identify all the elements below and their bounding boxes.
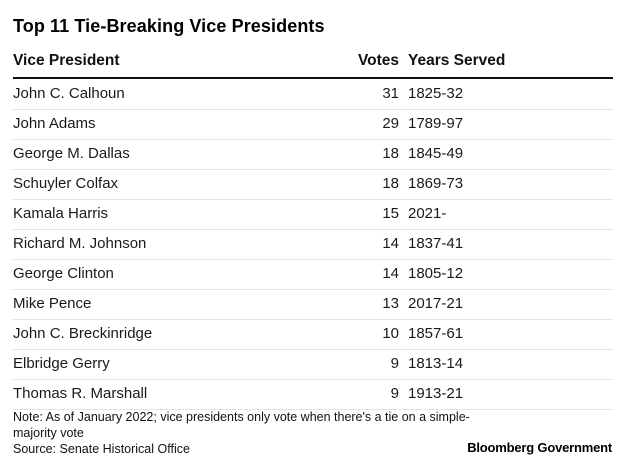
cell-vice-president: John C. Calhoun: [13, 85, 125, 102]
cell-years-served: 1845-49: [408, 145, 464, 162]
cell-vice-president: George Clinton: [13, 265, 114, 282]
cell-vice-president: Elbridge Gerry: [13, 355, 110, 372]
cell-votes: 13: [382, 295, 399, 312]
cell-votes: 15: [382, 205, 399, 222]
footnote: Note: As of January 2022; vice president…: [13, 410, 470, 440]
table-row: Mike Pence 13 2017-21: [13, 290, 613, 320]
table-row: John Adams 29 1789-97: [13, 110, 613, 140]
header-rule: [13, 77, 613, 79]
table-row: Kamala Harris 15 2021-: [13, 200, 613, 230]
table-row: Elbridge Gerry 9 1813-14: [13, 350, 613, 380]
cell-votes: 9: [390, 385, 399, 402]
cell-years-served: 1857-61: [408, 325, 464, 342]
cell-votes: 9: [390, 355, 399, 372]
chart-title: Top 11 Tie-Breaking Vice Presidents: [13, 16, 325, 36]
source-line: Source: Senate Historical Office: [13, 442, 190, 456]
cell-vice-president: George M. Dallas: [13, 145, 130, 162]
cell-years-served: 2021-: [408, 205, 447, 222]
cell-votes: 29: [382, 115, 399, 132]
cell-votes: 10: [382, 325, 399, 342]
table-row: George M. Dallas 18 1845-49: [13, 140, 613, 170]
cell-vice-president: Mike Pence: [13, 295, 92, 312]
cell-years-served: 1869-73: [408, 175, 464, 192]
cell-votes: 31: [382, 85, 399, 102]
cell-years-served: 2017-21: [408, 295, 464, 312]
table-row: John C. Breckinridge 10 1857-61: [13, 320, 613, 350]
cell-vice-president: Kamala Harris: [13, 205, 109, 222]
brand-logo: Bloomberg Government: [467, 440, 612, 455]
column-header-votes: Votes: [357, 52, 399, 69]
table-row: John C. Calhoun 31 1825-32: [13, 80, 613, 110]
cell-vice-president: Schuyler Colfax: [13, 175, 119, 192]
cell-years-served: 1813-14: [408, 355, 464, 372]
cell-years-served: 1789-97: [408, 115, 464, 132]
cell-vice-president: John C. Breckinridge: [13, 325, 153, 342]
cell-years-served: 1825-32: [408, 85, 464, 102]
column-header-years-served: Years Served: [408, 52, 506, 69]
cell-votes: 18: [382, 175, 399, 192]
table-body: John C. Calhoun 31 1825-32 John Adams 29 1789…: [13, 80, 613, 410]
cell-years-served: 1913-21: [408, 385, 464, 402]
column-header-vice-president: Vice President: [13, 52, 120, 69]
cell-years-served: 1837-41: [408, 235, 464, 252]
cell-years-served: 1805-12: [408, 265, 464, 282]
cell-votes: 18: [382, 145, 399, 162]
cell-vice-president: Thomas R. Marshall: [13, 385, 148, 402]
cell-votes: 14: [382, 265, 399, 282]
table-row: George Clinton 14 1805-12: [13, 260, 613, 290]
table-row: Richard M. Johnson 14 1837-41: [13, 230, 613, 260]
table-row: Schuyler Colfax 18 1869-73: [13, 170, 613, 200]
cell-vice-president: Richard M. Johnson: [13, 235, 147, 252]
table-header: Vice President Votes Years Served: [13, 52, 613, 74]
cell-vice-president: John Adams: [13, 115, 96, 132]
table-row: Thomas R. Marshall 9 1913-21: [13, 380, 613, 410]
cell-votes: 14: [382, 235, 399, 252]
